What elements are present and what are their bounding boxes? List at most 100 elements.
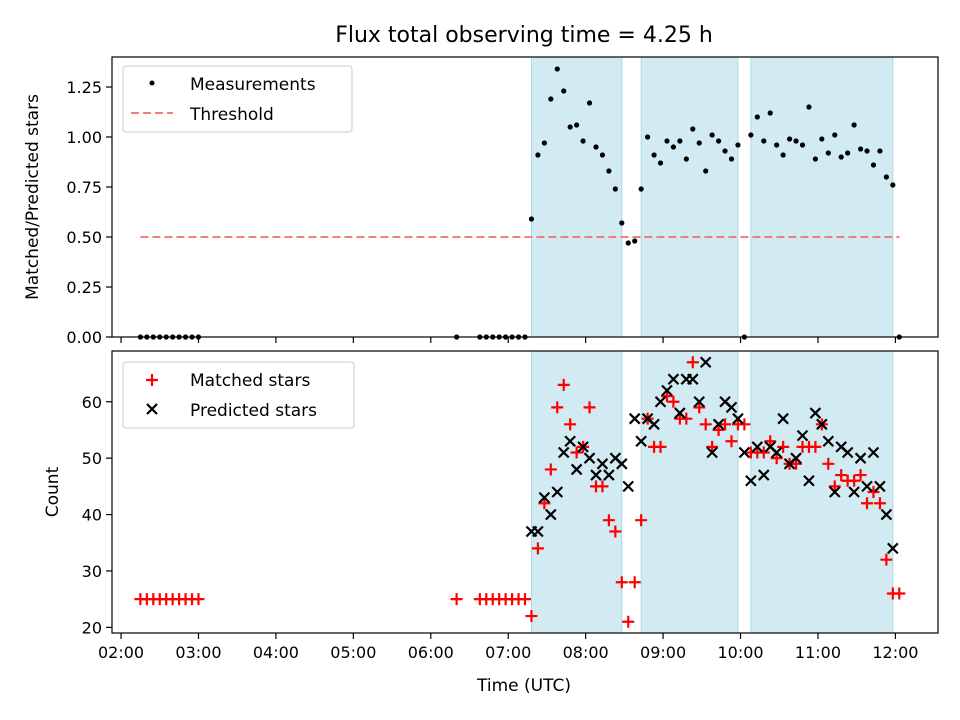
matched-star-point <box>725 435 738 448</box>
predicted-star-point <box>725 401 738 414</box>
predicted-star-point <box>616 458 628 470</box>
bottom-y-tick-label: 20 <box>82 618 102 637</box>
top-y-axis-label: Matched/Predicted stars <box>23 94 43 300</box>
x-tick-label: 05:00 <box>330 643 376 662</box>
x-tick-label: 12:00 <box>872 643 918 662</box>
bottom-shaded-bands <box>530 350 894 634</box>
matched-star-point <box>609 525 622 538</box>
matched-star-point <box>822 457 835 470</box>
predicted-star-point <box>648 418 660 431</box>
measurement-point <box>819 136 825 142</box>
predicted-star-point <box>564 435 576 448</box>
measurement-point <box>567 124 573 130</box>
matched-star-point <box>557 378 570 391</box>
matched-star-point <box>551 401 564 414</box>
matched-star-point <box>738 418 751 431</box>
matched-star-point <box>635 514 648 527</box>
measurement-point <box>832 132 838 138</box>
measurement-point <box>748 132 754 138</box>
matched-star-point <box>693 401 706 414</box>
bottom-observing-band <box>530 350 623 634</box>
legend-predicted-marker <box>146 403 158 415</box>
measurement-point <box>780 152 786 158</box>
predicted-star-point <box>757 469 770 481</box>
measurement-point <box>593 144 599 150</box>
measurement-point <box>586 100 593 106</box>
measurement-point <box>651 152 657 158</box>
x-tick-label: 06:00 <box>408 643 454 662</box>
predicted-star-point <box>796 429 809 442</box>
measurement-point <box>877 148 883 154</box>
matched-star-point <box>531 542 544 555</box>
x-tick-label: 03:00 <box>175 643 221 662</box>
matched-star-point <box>686 356 699 369</box>
predicted-star-point <box>738 446 751 459</box>
predicted-star-point <box>880 508 893 521</box>
top-y-tick-label: 0.00 <box>66 328 102 347</box>
legend-threshold-label: Threshold <box>189 105 274 125</box>
legend-predicted-label: Predicted stars <box>190 401 317 421</box>
measurement-point <box>870 162 877 168</box>
matched-star-point <box>719 418 732 431</box>
matched-star-point <box>628 576 641 589</box>
bottom-panel: 20 30 40 50 60 02:00 03:00 04:00 05:00 06:00 07:00… <box>43 350 939 696</box>
measurement-point <box>664 138 670 144</box>
predicted-star-point <box>661 384 673 397</box>
x-tick-label: 04:00 <box>253 643 299 662</box>
matched-star-point <box>564 418 577 431</box>
predicted-star-point <box>628 412 641 425</box>
measurement-point <box>754 114 760 120</box>
measurement-point <box>767 110 773 116</box>
matched-star-point <box>450 593 463 606</box>
predicted-star-point <box>854 452 867 464</box>
top-y-tick-label: 1.00 <box>66 128 102 147</box>
legend-measurement-marker <box>149 80 155 86</box>
measurement-point <box>657 160 664 166</box>
measurement-point <box>806 104 812 110</box>
predicted-star-point <box>693 395 706 408</box>
x-tick-label: 02:00 <box>98 643 144 662</box>
top-y-tick-label: 0.50 <box>66 228 102 247</box>
bottom-legend: Matched stars Predicted stars <box>122 361 355 429</box>
predicted-star-point <box>545 508 557 521</box>
predicted-star-point <box>867 446 880 459</box>
measurement-point <box>715 138 722 144</box>
predicted-star-point <box>770 446 783 459</box>
top-legend: Measurements Threshold <box>122 65 353 133</box>
predicted-star-point <box>654 395 667 408</box>
measurement-point <box>709 132 715 138</box>
matched-star-point <box>192 593 205 606</box>
measurement-point <box>722 148 728 154</box>
predicted-star-point <box>828 486 841 498</box>
matched-star-point <box>570 446 583 459</box>
predicted-star-point <box>532 525 544 538</box>
top-observing-band <box>530 56 623 338</box>
predicted-star-point <box>667 373 680 385</box>
predicted-star-point <box>861 480 873 493</box>
bottom-y-tick-label: 50 <box>82 449 102 468</box>
measurement-point <box>574 122 580 128</box>
predicted-star-point <box>603 469 615 481</box>
x-tick-label: 07:00 <box>485 643 531 662</box>
legend-measurement-label: Measurements <box>190 75 316 95</box>
measurement-point <box>857 146 864 152</box>
chart-title: Flux total observing time = 4.25 h <box>335 23 713 48</box>
predicted-star-point <box>590 469 602 481</box>
x-tick-label: 08:00 <box>563 643 609 662</box>
measurement-point <box>864 148 870 154</box>
predicted-star-point <box>803 474 815 487</box>
matched-star-point <box>660 390 673 403</box>
measurement-point <box>799 142 806 148</box>
predicted-star-point <box>596 458 609 470</box>
measurement-point <box>774 142 780 148</box>
measurement-point <box>554 66 560 72</box>
matched-star-point <box>867 486 880 498</box>
measurement-point <box>606 168 612 174</box>
predicted-star-point <box>577 441 589 453</box>
predicted-star-point <box>583 452 596 464</box>
measurement-point <box>703 168 709 174</box>
top-observing-band <box>640 56 739 338</box>
x-tick-label: 10:00 <box>717 643 763 662</box>
predicted-star-point <box>751 441 764 453</box>
matched-star-point <box>667 395 680 408</box>
